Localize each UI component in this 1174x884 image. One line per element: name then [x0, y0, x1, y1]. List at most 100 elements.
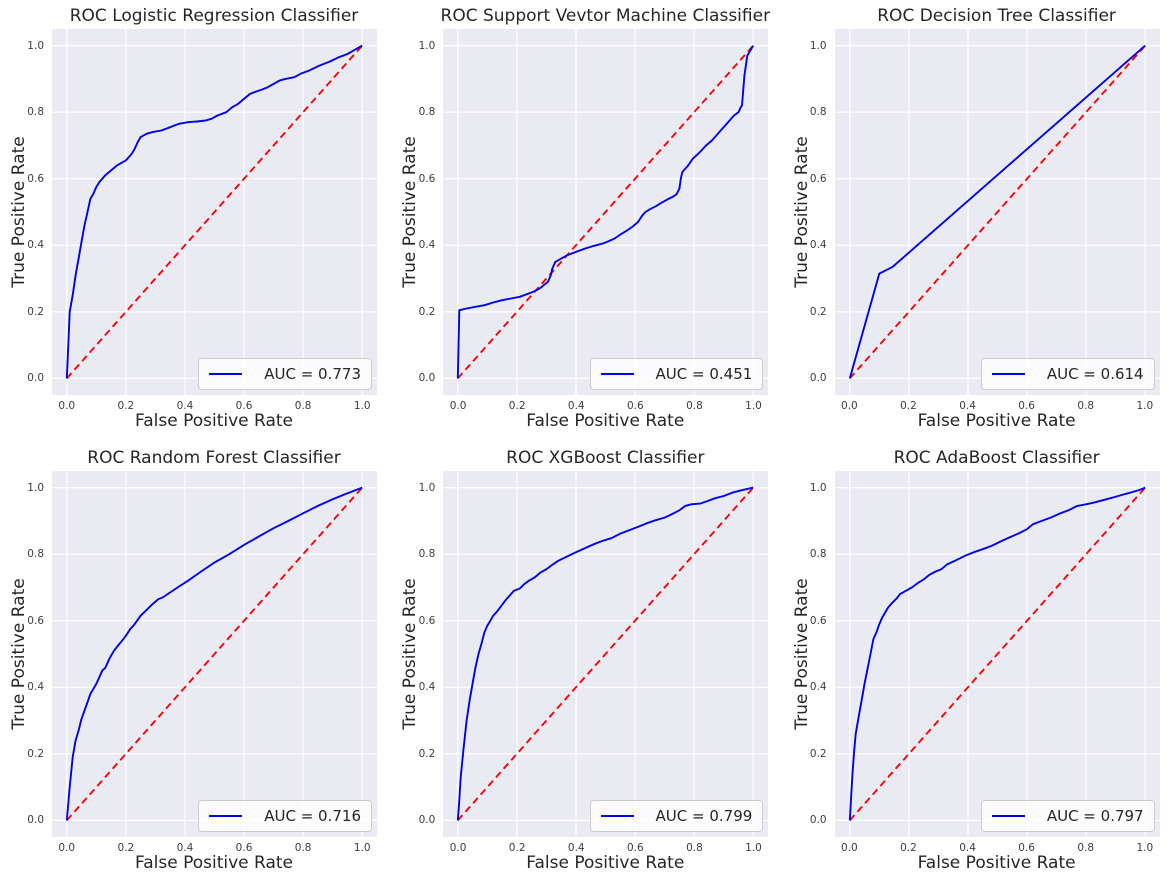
legend-auc-label: AUC = 0.773: [264, 365, 361, 383]
legend: AUC = 0.773: [198, 358, 372, 390]
x-tick-label: 0.2: [117, 400, 135, 412]
x-tick-label: 0.4: [176, 400, 194, 412]
x-tick-label: 0.2: [508, 400, 526, 412]
y-tick-label: 0.2: [27, 305, 44, 318]
y-tick-label: 0.0: [418, 372, 436, 385]
y-axis-label: True Positive Rate: [9, 578, 29, 730]
y-tick-label: 0.8: [27, 548, 44, 561]
x-tick-label: 0.6: [626, 842, 644, 854]
x-axis-label: False Positive Rate: [135, 853, 293, 873]
y-tick-label: 1.0: [27, 481, 44, 494]
x-tick-label: 0.0: [841, 842, 858, 854]
x-axis-label: False Positive Rate: [526, 853, 685, 873]
y-tick-label: 0.8: [27, 106, 44, 119]
legend-line-sample: [991, 815, 1025, 817]
roc-subplot: ROC Random Forest Classifier True Positi…: [0, 442, 391, 884]
x-tick-label: 0.4: [959, 400, 976, 412]
plot-area: AUC = 0.614: [834, 29, 1160, 395]
y-tick-label: 0.4: [418, 681, 436, 694]
x-axis-label: False Positive Rate: [135, 411, 293, 431]
y-tick-label: 0.4: [809, 239, 827, 252]
legend: AUC = 0.614: [980, 358, 1155, 390]
y-tick-label: 1.0: [27, 39, 44, 52]
y-tick-label: 0.2: [27, 747, 44, 760]
plot-area: AUC = 0.773: [52, 29, 377, 395]
y-tick-label: 0.6: [809, 614, 827, 627]
x-tick-label: 0.6: [1018, 400, 1035, 412]
y-tick-label: 0.6: [27, 614, 44, 627]
x-tick-label: 0.4: [176, 842, 194, 854]
y-tick-label: 0.2: [418, 305, 436, 318]
roc-subplot: ROC Support Vevtor Machine Classifier Tr…: [391, 0, 782, 442]
legend-line-sample: [600, 815, 634, 817]
x-tick-label: 0.0: [58, 842, 76, 854]
legend: AUC = 0.451: [589, 358, 764, 390]
legend-auc-label: AUC = 0.716: [264, 807, 361, 825]
x-tick-label: 0.2: [508, 842, 526, 854]
y-axis-label: True Positive Rate: [9, 136, 29, 288]
y-tick-label: 0.0: [418, 814, 436, 827]
roc-curve-line: [457, 45, 755, 379]
y-tick-label: 0.0: [809, 372, 827, 385]
x-axis-label: False Positive Rate: [917, 411, 1076, 431]
x-tick-label: 0.2: [900, 842, 917, 854]
legend: AUC = 0.799: [589, 800, 764, 832]
plot-area: AUC = 0.451: [443, 29, 769, 395]
x-tick-label: 0.6: [235, 842, 253, 854]
x-tick-label: 0.2: [117, 842, 135, 854]
x-tick-label: 0.8: [686, 400, 703, 412]
roc-curve-line: [65, 486, 363, 821]
roc-chart-svg: [443, 471, 769, 837]
chance-diagonal-line: [457, 44, 755, 380]
y-tick-label: 0.0: [809, 814, 827, 827]
y-tick-label: 0.0: [27, 372, 44, 385]
x-tick-label: 0.0: [449, 842, 467, 854]
plot-title: ROC AdaBoost Classifier: [893, 448, 1100, 468]
x-tick-label: 1.0: [353, 842, 371, 854]
roc-chart-svg: [443, 29, 769, 395]
y-tick-label: 0.8: [418, 548, 436, 561]
roc-chart-svg: [52, 29, 377, 395]
x-tick-label: 1.0: [745, 400, 762, 412]
y-tick-label: 0.8: [809, 106, 827, 119]
y-tick-label: 0.4: [809, 681, 827, 694]
chance-diagonal-line: [66, 486, 363, 822]
legend-line-sample: [209, 373, 243, 375]
legend-auc-label: AUC = 0.451: [655, 365, 753, 383]
x-tick-label: 0.6: [626, 400, 644, 412]
x-tick-label: 0.4: [959, 842, 976, 854]
legend-auc-label: AUC = 0.797: [1046, 807, 1144, 825]
y-tick-label: 1.0: [418, 481, 436, 494]
x-tick-label: 1.0: [745, 842, 762, 854]
legend-line-sample: [209, 815, 243, 817]
legend: AUC = 0.716: [198, 800, 372, 832]
chance-diagonal-line: [848, 44, 1146, 380]
x-tick-label: 0.4: [567, 842, 585, 854]
plot-title: ROC Random Forest Classifier: [87, 448, 341, 468]
x-tick-label: 1.0: [1136, 842, 1154, 854]
x-tick-label: 0.0: [449, 400, 467, 412]
x-axis-label: False Positive Rate: [526, 411, 685, 431]
x-tick-label: 0.6: [1018, 842, 1035, 854]
plot-title: ROC Decision Tree Classifier: [877, 6, 1116, 26]
y-tick-label: 1.0: [809, 39, 827, 52]
y-tick-label: 0.8: [809, 548, 827, 561]
y-tick-label: 1.0: [809, 481, 827, 494]
y-axis-label: True Positive Rate: [400, 578, 421, 730]
roc-subplot: ROC AdaBoost Classifier True Positive Ra…: [783, 442, 1174, 884]
roc-subplot: ROC Decision Tree Classifier True Positi…: [783, 0, 1174, 442]
legend-auc-label: AUC = 0.799: [655, 807, 753, 825]
x-tick-label: 0.8: [294, 400, 312, 412]
x-tick-label: 0.8: [1077, 400, 1095, 412]
y-axis-label: True Positive Rate: [791, 136, 812, 288]
y-tick-label: 0.2: [809, 305, 827, 318]
x-tick-label: 0.0: [841, 400, 858, 412]
plot-area: AUC = 0.799: [443, 471, 769, 837]
legend: AUC = 0.797: [980, 800, 1155, 832]
roc-curve-line: [457, 486, 754, 821]
plot-title: ROC Logistic Regression Classifier: [69, 6, 359, 26]
y-tick-label: 0.6: [27, 172, 44, 185]
x-tick-label: 0.4: [567, 400, 585, 412]
y-tick-label: 0.8: [418, 106, 436, 119]
